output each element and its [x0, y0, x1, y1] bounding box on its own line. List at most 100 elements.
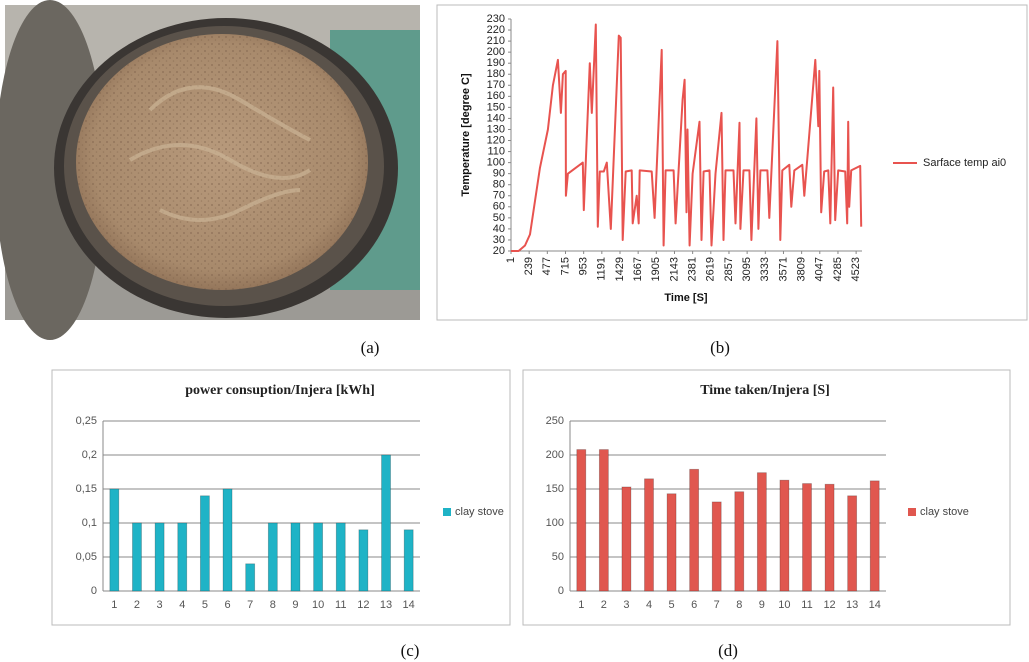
x-tick-label: 1: [111, 599, 117, 611]
x-tick-label: 8: [270, 599, 276, 611]
x-tick-label: 3: [157, 599, 163, 611]
y-tick-label: 160: [487, 90, 505, 102]
x-tick-label: 715: [559, 257, 571, 275]
bar: [177, 522, 188, 592]
legend-key: [908, 508, 916, 516]
y-tick-label: 40: [493, 223, 505, 235]
x-tick-label: 2381: [687, 257, 699, 281]
y-tick-label: 120: [487, 134, 505, 146]
y-tick-label: 20: [493, 245, 505, 257]
x-tick-label: 9: [759, 599, 765, 611]
panel-frame: [436, 4, 1028, 321]
x-tick-label: 10: [778, 599, 790, 611]
chart-title: power consuption/Injera [kWh]: [185, 383, 375, 398]
panel-frame: [522, 369, 1011, 626]
x-tick-label: 3095: [741, 257, 753, 281]
x-tick-label: 4047: [814, 257, 826, 281]
caption: (a): [361, 338, 380, 357]
x-tick-label: 239: [523, 257, 535, 275]
y-tick-label: 140: [487, 112, 505, 124]
y-tick-label: 230: [487, 13, 505, 25]
x-tick-label: 4: [179, 599, 185, 611]
panel-frame: [51, 369, 511, 626]
bar: [847, 495, 858, 592]
bar: [756, 472, 767, 592]
x-tick-label: 8: [736, 599, 742, 611]
x-tick-label: 11: [801, 599, 812, 611]
y-tick-label: 190: [487, 57, 505, 69]
x-tick-label: 13: [846, 599, 858, 611]
bar: [689, 468, 700, 592]
y-tick-label: 0: [91, 585, 97, 597]
y-tick-label: 0,25: [76, 415, 97, 427]
x-tick-label: 4285: [832, 257, 844, 281]
bar: [869, 480, 880, 592]
y-tick-label: 50: [552, 551, 564, 563]
y-axis-label: Temperature [degree C]: [460, 73, 472, 197]
bar: [666, 493, 677, 592]
x-tick-label: 1429: [614, 257, 626, 281]
y-tick-label: 50: [493, 212, 505, 224]
x-tick-label: 6: [691, 599, 697, 611]
x-tick-label: 1191: [596, 257, 608, 281]
y-tick-label: 250: [546, 415, 564, 427]
x-tick-label: 1667: [632, 257, 644, 281]
caption: (b): [710, 338, 730, 357]
legend-label: clay stove: [455, 506, 504, 518]
y-tick-label: 130: [487, 123, 505, 135]
x-tick-label: 3571: [777, 257, 789, 281]
bar: [644, 478, 654, 592]
x-tick-label: 1905: [650, 257, 662, 281]
bar: [381, 454, 391, 592]
caption: (d): [718, 641, 738, 660]
y-tick-label: 220: [487, 24, 505, 36]
bar: [711, 501, 722, 592]
bar: [290, 522, 301, 592]
y-tick-label: 180: [487, 68, 505, 80]
legend-key: [443, 508, 451, 516]
bar: [199, 495, 210, 592]
x-tick-label: 2857: [723, 257, 735, 281]
x-tick-label: 11: [335, 599, 346, 611]
bar: [621, 486, 632, 592]
x-tick-label: 1: [505, 257, 517, 263]
y-tick-label: 0,1: [82, 517, 97, 529]
y-tick-label: 150: [487, 101, 505, 113]
bar: [598, 449, 609, 592]
x-tick-label: 3333: [759, 257, 771, 281]
x-tick-label: 6: [224, 599, 230, 611]
y-tick-label: 0,2: [82, 449, 97, 461]
x-tick-label: 3: [623, 599, 629, 611]
y-tick-label: 100: [487, 157, 505, 169]
bar: [824, 483, 835, 592]
y-tick-label: 0,05: [76, 551, 97, 563]
y-tick-label: 70: [493, 190, 505, 202]
x-tick-label: 2: [601, 599, 607, 611]
y-tick-label: 210: [487, 35, 505, 47]
legend-label: clay stove: [920, 506, 969, 518]
x-tick-label: 12: [823, 599, 835, 611]
x-tick-label: 2143: [668, 257, 680, 281]
y-tick-label: 0: [558, 585, 564, 597]
x-tick-label: 477: [541, 257, 553, 275]
bar: [267, 522, 278, 592]
bar: [734, 491, 745, 592]
y-tick-label: 200: [546, 449, 564, 461]
x-tick-label: 7: [714, 599, 720, 611]
chart-title: Time taken/Injera [S]: [700, 383, 830, 398]
bar: [222, 488, 233, 592]
bar: [779, 479, 790, 592]
bar: [245, 563, 256, 592]
y-tick-label: 100: [546, 517, 564, 529]
y-tick-label: 0,15: [76, 483, 97, 495]
y-tick-label: 60: [493, 201, 505, 213]
y-tick-label: 200: [487, 46, 505, 58]
y-tick-label: 80: [493, 179, 505, 191]
x-tick-label: 4523: [850, 257, 862, 281]
x-axis-label: Time [S]: [664, 292, 708, 304]
x-tick-label: 7: [247, 599, 253, 611]
x-tick-label: 14: [869, 599, 881, 611]
bar: [132, 522, 142, 592]
y-tick-label: 30: [493, 234, 505, 246]
